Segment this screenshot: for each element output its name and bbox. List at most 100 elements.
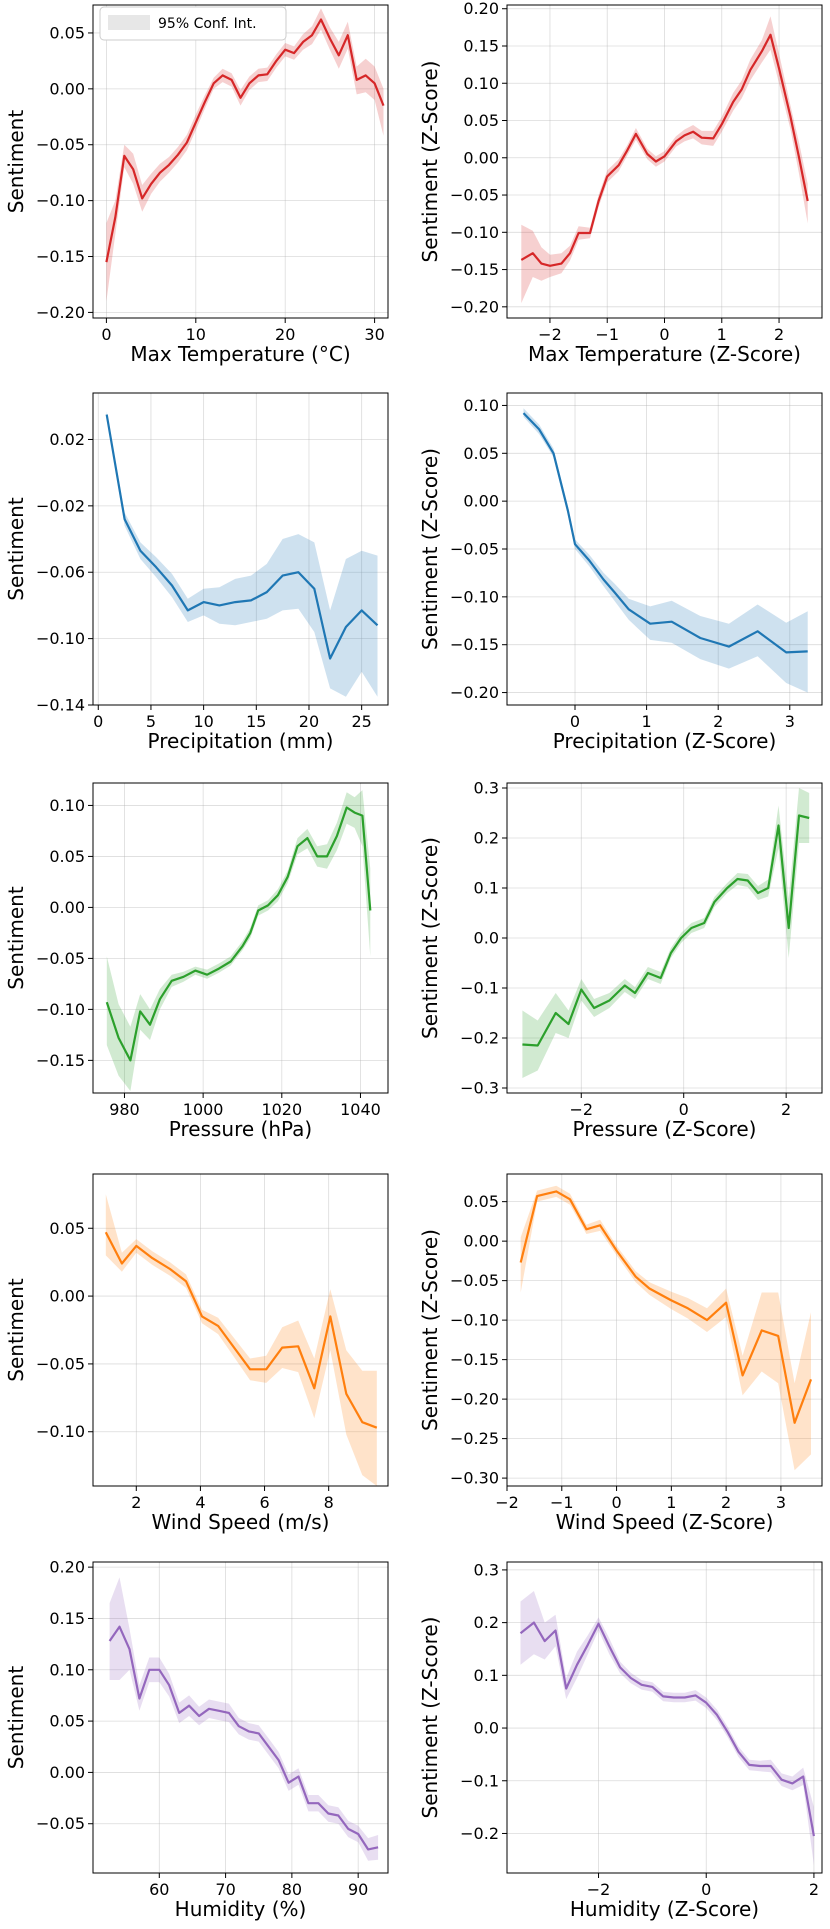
y-axis-label: Sentiment (Z-Score) [418,448,442,650]
y-tick-label: −0.15 [450,260,499,279]
y-tick-label: −0.10 [36,1000,85,1019]
series-line [105,414,379,660]
x-tick-label: 90 [348,1880,368,1899]
y-axis-label: Sentiment [4,110,28,214]
confidence-band [106,790,371,1091]
x-tick-label: 2 [131,1493,141,1512]
y-tick-label: −0.1 [460,979,499,998]
x-tick-label: 1040 [340,1100,381,1119]
chart-panel-6: −0.3 −0.2 −0.1 0.0 0.1 0.2 0.3 −2 0 2 Pressure (Z-… [418,779,823,1141]
x-tick-label: 6 [259,1493,269,1512]
y-tick-label: −0.05 [450,186,499,205]
y-tick-label: −0.10 [36,629,85,648]
y-tick-label: 0.00 [463,148,499,167]
y-tick-label: −0.10 [450,223,499,242]
x-tick-label: 3 [776,1493,786,1512]
y-tick-label: 0.15 [463,36,499,55]
x-axis-label: Pressure (Z-Score) [573,1117,757,1141]
y-tick-label: 0.10 [463,396,499,415]
y-tick-label: −0.20 [36,303,85,322]
y-tick-label: −0.05 [450,1271,499,1290]
y-tick-label: 0.0 [474,929,499,948]
y-tick-label: 0.2 [474,829,499,848]
chart-panel-1: −0.20 −0.15 −0.10 −0.05 0.00 0.05 0 10 20 30 Max T… [4,4,389,366]
x-axis-label: Max Temperature (Z-Score) [528,342,801,366]
axes-frame [92,1173,389,1487]
y-tick-label: −0.15 [36,247,85,266]
x-axis-label: Humidity (Z-Score) [570,1897,759,1921]
y-tick-label: 0.00 [49,1287,85,1306]
legend: 95% Conf. Int. [99,6,287,41]
y-tick-label: −0.25 [450,1429,499,1448]
y-tick-label: −0.14 [36,696,85,715]
x-tick-label: 10 [186,325,206,344]
y-tick-label: −0.05 [36,1814,85,1833]
x-tick-label: 1000 [183,1100,224,1119]
x-tick-label: 0 [659,325,669,344]
series-line [104,1231,378,1429]
chart-panel-5: −0.15 −0.10 −0.05 0.00 0.05 0.10 980 1000 1020 10… [4,782,389,1141]
y-tick-label: −0.05 [450,540,499,559]
x-tick-label: 25 [351,712,371,731]
legend-label: 95% Conf. Int. [158,16,257,32]
y-tick-label: 0.02 [49,430,85,449]
y-tick-label: 0.00 [49,79,85,98]
y-tick-label: −0.06 [36,563,85,582]
x-tick-label: −2 [587,1880,611,1899]
confidence-band [520,1185,811,1471]
chart-panel-4: −0.20 −0.15 −0.10 −0.05 0.00 0.05 0.10 0 1 2 3 Prec… [418,392,823,753]
x-axis-label: Pressure (hPa) [169,1117,312,1141]
y-tick-label: 0.20 [49,1558,85,1577]
x-tick-label: 60 [149,1880,169,1899]
y-tick-label: 0.10 [463,74,499,93]
x-axis-label: Precipitation (Z-Score) [553,729,777,753]
x-tick-label: 15 [246,712,266,731]
y-tick-label: 0.05 [463,444,499,463]
y-tick-label: 0.20 [463,0,499,18]
x-tick-label: 2 [781,1100,791,1119]
x-tick-label: 30 [364,325,384,344]
x-axis-label: Wind Speed (m/s) [152,1510,330,1534]
x-tick-label: 8 [324,1493,334,1512]
x-tick-label: 20 [275,325,295,344]
y-tick-label: 0.2 [474,1613,499,1632]
x-tick-label: 2 [721,1493,731,1512]
y-tick-label: 0.05 [49,23,85,42]
y-tick-label: −0.15 [450,1350,499,1369]
y-axis-label: Sentiment (Z-Score) [418,61,442,263]
y-tick-label: −0.05 [36,1354,85,1373]
series-line [519,1621,815,1837]
x-tick-label: 20 [299,712,319,731]
x-tick-label: 3 [785,712,795,731]
chart-panel-9: −0.05 0.00 0.05 0.10 0.15 0.20 60 70 80 90 Humidit… [4,1558,389,1921]
x-tick-label: 2 [713,712,723,731]
y-tick-label: −0.02 [36,496,85,515]
y-tick-label: −0.1 [460,1771,499,1790]
y-tick-label: −0.3 [460,1079,499,1098]
y-tick-label: 0.10 [49,796,85,815]
y-tick-label: −0.30 [450,1469,499,1488]
y-tick-label: 0.00 [49,898,85,917]
legend-ci-swatch [108,15,150,30]
x-axis-label: Wind Speed (Z-Score) [556,1510,774,1534]
confidence-band [105,1194,377,1486]
confidence-band [523,408,808,693]
y-tick-label: 0.05 [49,1712,85,1731]
x-tick-label: 10 [193,712,213,731]
x-tick-label: 1020 [261,1100,302,1119]
chart-panel-2: −0.20 −0.15 −0.10 −0.05 0.00 0.05 0.10 0.15 0.20… [418,0,823,366]
x-tick-label: 2 [774,325,784,344]
confidence-band [109,1577,379,1861]
x-tick-label: 5 [146,712,156,731]
y-tick-label: −0.10 [450,587,499,606]
x-tick-label: 0 [701,1880,711,1899]
x-axis-label: Max Temperature (°C) [130,342,350,366]
series-line [519,1190,813,1424]
chart-panel-8: −0.30 −0.25 −0.20 −0.15 −0.10 −0.05 0.00 0.05 −2… [418,1173,823,1534]
x-tick-label: 80 [282,1880,302,1899]
x-tick-label: −2 [538,325,562,344]
y-tick-label: 0.00 [49,1763,85,1782]
y-axis-label: Sentiment (Z-Score) [418,1617,442,1819]
